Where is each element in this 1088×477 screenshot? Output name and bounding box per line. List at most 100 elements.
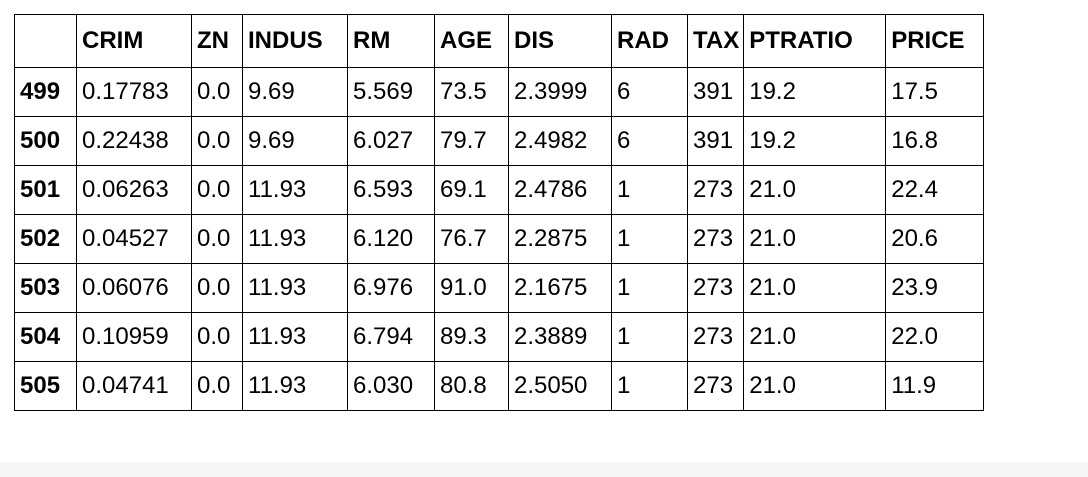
header-row: CRIM ZN INDUS RM AGE DIS RAD TAX PTRATIO… (14, 14, 985, 68)
cell-age: 80.8 (434, 361, 509, 411)
cell-crim: 0.04527 (76, 214, 192, 264)
column-header-dis: DIS (508, 14, 612, 68)
cell-rm: 6.120 (347, 214, 435, 264)
row-index: 503 (14, 263, 77, 313)
cell-price: 16.8 (885, 116, 985, 166)
row-index: 499 (14, 67, 77, 117)
cell-rad: 1 (611, 263, 688, 313)
column-header-rad: RAD (611, 14, 688, 68)
cell-crim: 0.10959 (76, 312, 192, 362)
cell-crim: 0.22438 (76, 116, 192, 166)
table-row: 502 0.04527 0.0 11.93 6.120 76.7 2.2875 … (14, 214, 985, 264)
cell-price: 20.6 (885, 214, 985, 264)
row-index: 500 (14, 116, 77, 166)
cell-zn: 0.0 (191, 67, 243, 117)
cell-crim: 0.04741 (76, 361, 192, 411)
cell-tax: 273 (686, 165, 745, 215)
cell-indus: 11.93 (242, 312, 348, 362)
cell-age: 73.5 (434, 67, 509, 117)
column-header-tax: TAX (686, 14, 745, 68)
cell-ptratio: 21.0 (743, 263, 887, 313)
cell-age: 69.1 (434, 165, 509, 215)
cell-tax: 273 (686, 361, 745, 411)
cell-rm: 6.593 (347, 165, 435, 215)
cell-tax: 273 (686, 312, 745, 362)
table-header: CRIM ZN INDUS RM AGE DIS RAD TAX PTRATIO… (14, 14, 985, 68)
cell-rm: 6.027 (347, 116, 435, 166)
cell-rm: 6.794 (347, 312, 435, 362)
dataframe-table: CRIM ZN INDUS RM AGE DIS RAD TAX PTRATIO… (14, 14, 985, 411)
cell-rm: 6.976 (347, 263, 435, 313)
cell-age: 79.7 (434, 116, 509, 166)
cell-rad: 1 (611, 361, 688, 411)
cell-indus: 11.93 (242, 214, 348, 264)
cell-dis: 2.1675 (508, 263, 612, 313)
cell-age: 91.0 (434, 263, 509, 313)
table-row: 505 0.04741 0.0 11.93 6.030 80.8 2.5050 … (14, 361, 985, 411)
cell-dis: 2.3999 (508, 67, 612, 117)
cell-dis: 2.4786 (508, 165, 612, 215)
column-header-ptratio: PTRATIO (743, 14, 887, 68)
cell-price: 22.0 (885, 312, 985, 362)
cell-dis: 2.5050 (508, 361, 612, 411)
cell-age: 76.7 (434, 214, 509, 264)
cell-rad: 1 (611, 214, 688, 264)
row-index: 501 (14, 165, 77, 215)
cell-indus: 11.93 (242, 361, 348, 411)
cell-zn: 0.0 (191, 263, 243, 313)
cell-dis: 2.4982 (508, 116, 612, 166)
cell-indus: 11.93 (242, 165, 348, 215)
output-scroll-strip (0, 462, 1088, 477)
table-row: 500 0.22438 0.0 9.69 6.027 79.7 2.4982 6… (14, 116, 985, 166)
cell-rm: 6.030 (347, 361, 435, 411)
cell-price: 17.5 (885, 67, 985, 117)
cell-ptratio: 19.2 (743, 116, 887, 166)
cell-tax: 391 (686, 116, 745, 166)
cell-price: 11.9 (885, 361, 985, 411)
column-header-rm: RM (347, 14, 435, 68)
cell-crim: 0.06076 (76, 263, 192, 313)
table-body: 499 0.17783 0.0 9.69 5.569 73.5 2.3999 6… (14, 67, 985, 411)
table-row: 501 0.06263 0.0 11.93 6.593 69.1 2.4786 … (14, 165, 985, 215)
cell-zn: 0.0 (191, 361, 243, 411)
cell-price: 22.4 (885, 165, 985, 215)
cell-indus: 9.69 (242, 116, 348, 166)
cell-zn: 0.0 (191, 116, 243, 166)
cell-ptratio: 21.0 (743, 312, 887, 362)
cell-rad: 1 (611, 165, 688, 215)
cell-rad: 6 (611, 116, 688, 166)
cell-tax: 273 (686, 214, 745, 264)
cell-zn: 0.0 (191, 165, 243, 215)
cell-zn: 0.0 (191, 312, 243, 362)
cell-rad: 1 (611, 312, 688, 362)
column-header-age: AGE (434, 14, 509, 68)
column-header-crim: CRIM (76, 14, 192, 68)
cell-crim: 0.17783 (76, 67, 192, 117)
cell-dis: 2.2875 (508, 214, 612, 264)
column-header-zn: ZN (191, 14, 243, 68)
table-row: 504 0.10959 0.0 11.93 6.794 89.3 2.3889 … (14, 312, 985, 362)
row-index: 502 (14, 214, 77, 264)
cell-rad: 6 (611, 67, 688, 117)
row-index: 504 (14, 312, 77, 362)
cell-ptratio: 21.0 (743, 361, 887, 411)
column-header-price: PRICE (885, 14, 985, 68)
cell-tax: 273 (686, 263, 745, 313)
cell-indus: 9.69 (242, 67, 348, 117)
cell-rm: 5.569 (347, 67, 435, 117)
cell-indus: 11.93 (242, 263, 348, 313)
cell-zn: 0.0 (191, 214, 243, 264)
row-index: 505 (14, 361, 77, 411)
table-row: 499 0.17783 0.0 9.69 5.569 73.5 2.3999 6… (14, 67, 985, 117)
table-row: 503 0.06076 0.0 11.93 6.976 91.0 2.1675 … (14, 263, 985, 313)
index-header-cell (14, 14, 77, 68)
cell-ptratio: 21.0 (743, 214, 887, 264)
cell-ptratio: 19.2 (743, 67, 887, 117)
cell-crim: 0.06263 (76, 165, 192, 215)
cell-tax: 391 (686, 67, 745, 117)
column-header-indus: INDUS (242, 14, 348, 68)
cell-dis: 2.3889 (508, 312, 612, 362)
cell-ptratio: 21.0 (743, 165, 887, 215)
cell-price: 23.9 (885, 263, 985, 313)
